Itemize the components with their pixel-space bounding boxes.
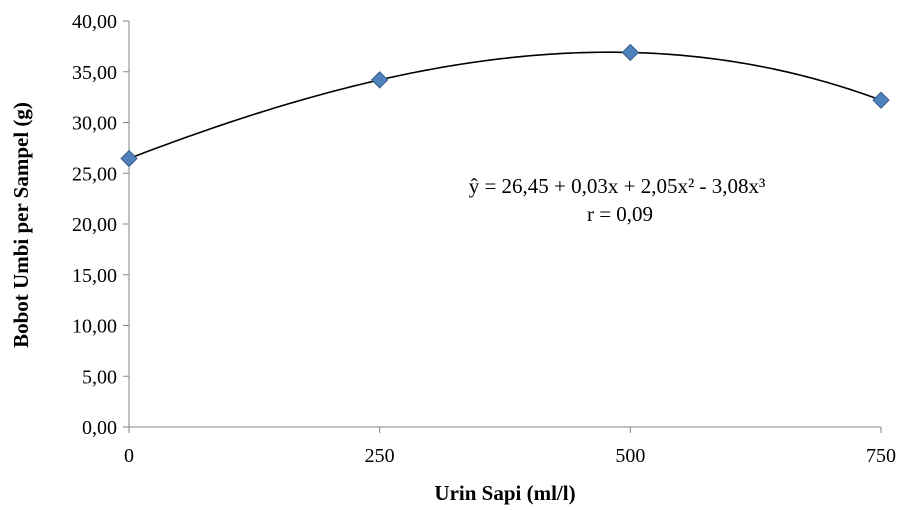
y-tick-label: 20,00 (72, 214, 117, 236)
y-axis-title: Bobot Umbi per Sampel (g) (9, 102, 33, 348)
trendline-r-value: r = 0,09 (587, 202, 653, 226)
x-tick-label: 0 (124, 445, 134, 467)
data-point-marker (621, 43, 640, 62)
x-axis-title: Urin Sapi (ml/l) (434, 481, 575, 505)
x-tick-labels: 0 250 500 750 (124, 445, 896, 467)
data-markers (120, 43, 890, 168)
y-tick-labels: 0,00 5,00 10,00 15,00 20,00 25,00 30,00 35,00 40… (72, 11, 117, 439)
y-tick-label: 0,00 (82, 417, 117, 439)
x-tick-label: 250 (365, 445, 395, 467)
y-tick-label: 30,00 (72, 113, 117, 135)
data-point-marker (120, 149, 138, 168)
y-tick-label: 15,00 (72, 265, 117, 287)
data-point-marker (872, 91, 890, 109)
x-tick-label: 500 (615, 445, 645, 467)
x-tick-label: 750 (866, 445, 896, 467)
trendline-equation: ŷ = 26,45 + 0,03x + 2,05x² - 3,08x³ (469, 174, 766, 198)
data-point-marker (370, 71, 389, 89)
y-tick-label: 10,00 (72, 316, 117, 338)
y-tick-label: 5,00 (82, 366, 117, 388)
y-tick-label: 25,00 (72, 163, 117, 185)
y-tick-label: 35,00 (72, 62, 117, 84)
y-tick-label: 40,00 (72, 11, 117, 33)
trendline (128, 51, 882, 160)
axes (123, 20, 882, 433)
